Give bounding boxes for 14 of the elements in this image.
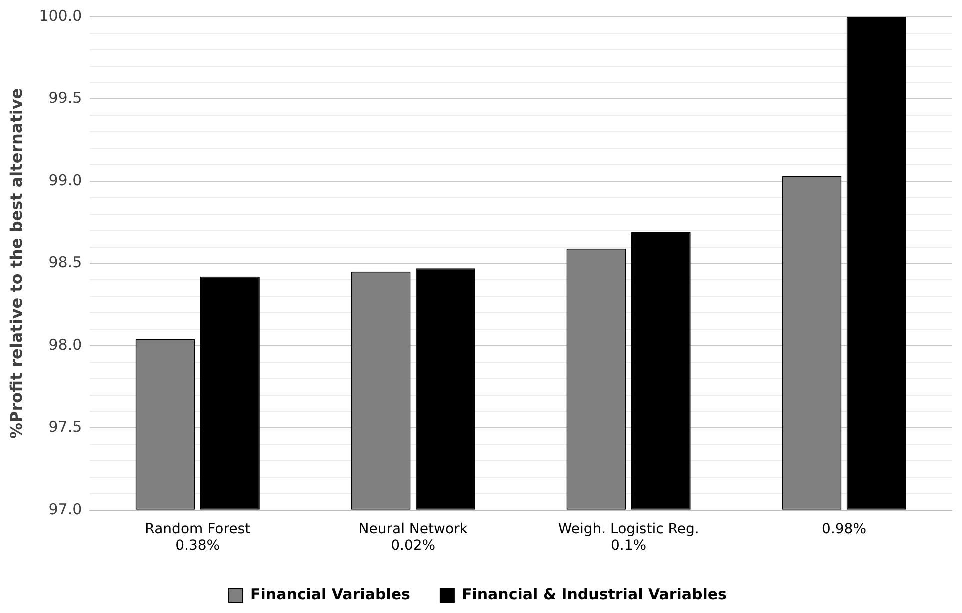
y-tick-label: 98.5 [48,254,82,272]
legend-label: Financial Variables [250,585,411,604]
y-tick-label: 97.5 [48,418,82,436]
y-tick-label: 98.0 [48,336,82,354]
legend-label: Financial & Industrial Variables [462,585,728,604]
x-tick-label: 0.98% [822,521,867,538]
x-tick-label: Neural Network 0.02% [358,521,469,554]
y-tick-label: 100.0 [39,6,82,25]
x-tick-label: Random Forest 0.38% [145,521,252,554]
y-tick-label: 97.0 [48,500,82,518]
x-tick-label: Weigh. Logistic Reg. 0.1% [558,521,700,554]
y-axis-title: %Profit relative to the best alternative [6,88,26,440]
y-tick-label: 99.0 [48,171,82,190]
y-tick-label: 99.5 [48,89,82,108]
